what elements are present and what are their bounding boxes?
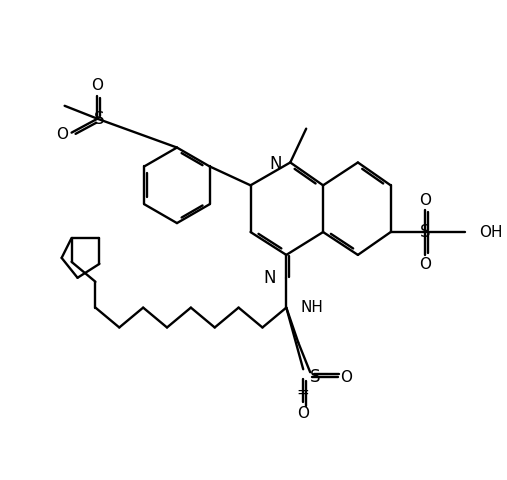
Text: N: N — [270, 156, 282, 173]
Text: S: S — [94, 110, 104, 128]
Text: S: S — [310, 368, 320, 386]
Text: S: S — [420, 223, 431, 241]
Text: NH: NH — [300, 300, 323, 315]
Text: =: = — [317, 368, 330, 383]
Text: O: O — [340, 370, 352, 384]
Text: O: O — [91, 78, 103, 94]
Text: O: O — [297, 407, 309, 421]
Text: O: O — [419, 257, 431, 272]
Text: OH: OH — [479, 225, 502, 240]
Text: N: N — [264, 269, 276, 287]
Text: O: O — [56, 127, 67, 142]
Text: =: = — [297, 384, 310, 399]
Text: O: O — [419, 193, 431, 208]
